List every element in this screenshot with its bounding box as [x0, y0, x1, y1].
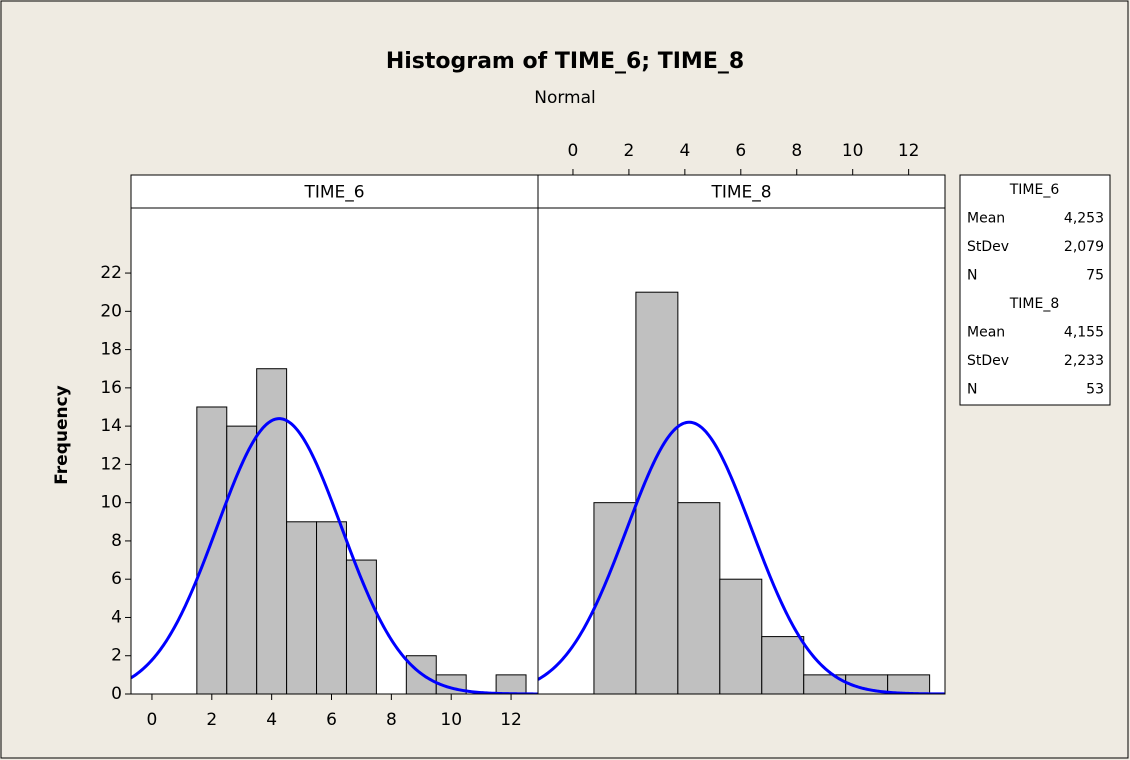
legend-stat-name: StDev	[967, 353, 1009, 369]
x-tick-label: 12	[500, 710, 522, 730]
panel-frame	[537, 174, 946, 695]
bar	[226, 425, 258, 694]
y-axis-label: Frequency	[52, 385, 72, 485]
x-tick-label: 8	[386, 710, 397, 730]
y-tick-label: 12	[100, 454, 122, 474]
legend-stat-name: Mean	[967, 325, 1005, 341]
x-tick-label: 2	[623, 141, 634, 161]
bar	[887, 674, 931, 694]
chart-subtitle: Normal	[534, 88, 596, 108]
bar	[761, 636, 805, 694]
y-tick-label: 4	[111, 607, 122, 627]
x-tick-label: 4	[679, 141, 690, 161]
bar	[635, 291, 679, 694]
y-tick-label: 0	[111, 684, 122, 704]
legend-stat-name: StDev	[967, 239, 1009, 255]
legend-title: TIME_6	[1009, 182, 1060, 198]
legend-stat-value: 53	[1086, 382, 1104, 398]
y-tick-label: 16	[100, 378, 122, 398]
bar	[256, 368, 288, 694]
legend-stat-value: 4,155	[1064, 325, 1104, 341]
x-tick-label: 6	[326, 710, 337, 730]
y-tick-label: 14	[100, 416, 122, 436]
panel-header	[537, 174, 946, 209]
panel	[538, 291, 945, 694]
normal-curve	[538, 420, 945, 694]
bar	[196, 406, 228, 694]
normal-curve	[131, 417, 538, 694]
legend-stat-value: 75	[1086, 268, 1104, 284]
y-tick-label: 10	[100, 493, 122, 513]
x-tick-label: 2	[206, 710, 217, 730]
panel-title: TIME_6	[303, 183, 364, 203]
bar	[677, 502, 721, 694]
y-tick-label: 8	[111, 531, 122, 551]
x-tick-label: 10	[440, 710, 462, 730]
legend-stat-value: 2,079	[1064, 239, 1104, 255]
x-tick-label: 6	[735, 141, 746, 161]
legend-stat-value: 4,253	[1064, 211, 1104, 227]
legend-title: TIME_8	[1009, 296, 1060, 312]
bar	[593, 502, 637, 694]
bar	[719, 578, 763, 694]
panel-title: TIME_8	[710, 183, 771, 203]
y-tick-label: 22	[100, 263, 122, 283]
bar	[495, 674, 527, 694]
x-tick-label: 12	[898, 141, 920, 161]
x-tick-label: 4	[266, 710, 277, 730]
legend-stat-name: Mean	[967, 211, 1005, 227]
legend-stat-name: N	[967, 268, 977, 284]
y-tick-label: 6	[111, 569, 122, 589]
x-tick-label: 8	[791, 141, 802, 161]
stats-box	[959, 174, 1111, 406]
y-tick-label: 2	[111, 646, 122, 666]
x-tick-label: 10	[842, 141, 864, 161]
legend-stat-name: N	[967, 382, 977, 398]
x-tick-label: 0	[568, 141, 579, 161]
legend-stat-value: 2,233	[1064, 353, 1104, 369]
bar	[316, 521, 347, 694]
bar	[286, 521, 318, 694]
panel	[131, 368, 538, 694]
chart-title: Histogram of TIME_6; TIME_8	[386, 49, 744, 74]
x-tick-label: 0	[147, 710, 158, 730]
y-tick-label: 20	[100, 301, 122, 321]
y-tick-label: 18	[100, 340, 122, 360]
